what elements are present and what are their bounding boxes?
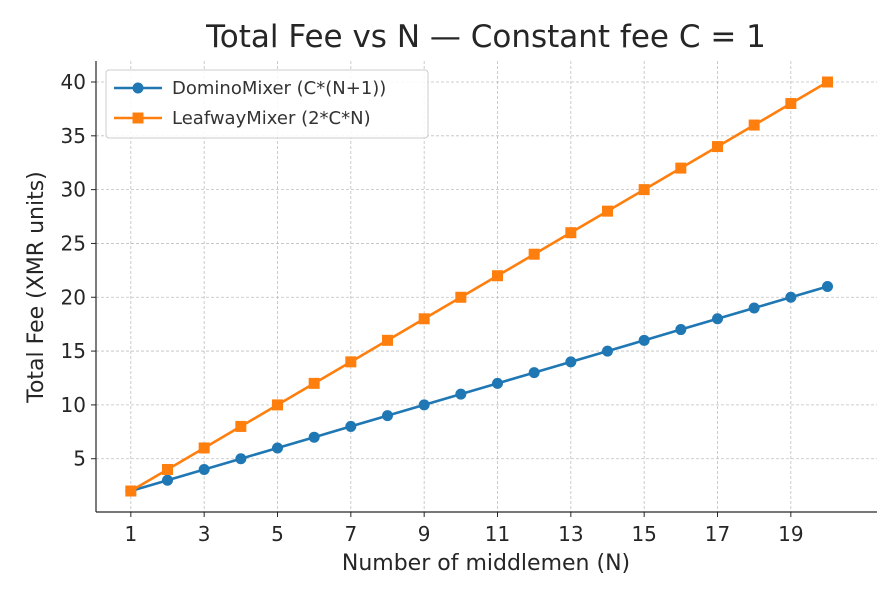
data-point-circle [822,281,833,292]
data-point-circle [418,399,430,411]
legend-marker-square [132,112,144,124]
x-tick-label: 11 [485,522,510,546]
data-point-square [602,205,613,217]
legend-marker-circle [132,82,144,94]
data-point-circle [162,474,173,486]
x-tick-label: 5 [271,522,284,546]
data-point-circle [565,356,577,368]
data-point-circle [528,367,540,379]
data-point-square [528,248,540,260]
data-point-square [235,420,247,432]
y-tick-label: 20 [61,285,86,309]
data-point-square [125,485,137,497]
data-point-circle [748,302,760,314]
data-point-circle [602,345,613,357]
series-2 [125,76,833,497]
x-tick-label: 1 [124,522,137,546]
x-tick-label: 7 [344,522,357,546]
data-point-square [638,184,650,196]
data-point-square [785,98,797,110]
data-point-circle [235,453,247,465]
data-point-square [675,162,687,174]
y-tick-label: 5 [73,447,86,471]
x-tick-label: 19 [778,522,803,546]
data-point-square [308,377,320,389]
data-point-square [418,313,430,325]
data-point-square [345,356,357,368]
series-1 [125,281,833,497]
legend-label: DominoMixer (C*(N+1)) [172,78,386,99]
data-point-square [272,399,283,411]
data-point-square [712,141,723,153]
series-layer [125,76,833,497]
x-tick-label: 13 [558,522,583,546]
data-point-square [748,119,760,131]
x-tick-label: 9 [418,522,431,546]
data-point-circle [492,377,503,389]
data-point-circle [638,334,650,346]
legend-box [105,69,429,139]
legend: DominoMixer (C*(N+1)) LeafwayMixer (2*C*N… [105,69,429,139]
data-point-square [455,291,467,303]
data-point-circle [345,420,357,432]
legend-label: LeafwayMixer (2*C*N) [172,108,371,129]
x-tick-label: 3 [198,522,211,546]
data-point-circle [382,410,393,422]
y-tick-label: 15 [61,339,86,363]
data-point-square [198,442,210,454]
data-point-square [565,227,577,239]
data-point-circle [785,291,797,303]
data-point-circle [198,463,210,475]
series-line [130,80,829,493]
data-point-square [382,334,393,346]
y-tick-label: 10 [61,393,86,417]
y-axis-label: Total Fee (XMR units) [24,171,49,403]
x-tick-label: 15 [631,522,656,546]
data-point-square [492,270,503,282]
x-axis-label: Number of middlemen (N) [342,551,630,576]
x-tick-label: 17 [705,522,730,546]
grid [96,61,877,512]
data-point-circle [308,431,320,443]
y-tick-label: 25 [61,231,86,255]
y-tick-label: 30 [61,178,86,202]
data-point-square [162,463,173,475]
data-point-circle [455,388,467,400]
data-point-circle [675,324,687,336]
series-line [130,285,828,493]
y-tick-label: 35 [61,124,86,148]
data-point-square [822,76,833,88]
y-tick-label: 40 [61,70,86,94]
data-point-circle [272,442,283,454]
data-point-circle [712,313,723,325]
chart-title: Total Fee vs N — Constant fee C = 1 [205,19,766,55]
